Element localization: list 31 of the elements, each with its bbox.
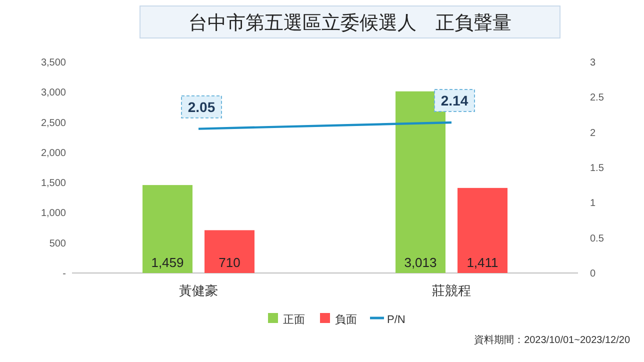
y2-tick-label: 0 [590, 268, 596, 280]
y-tick-label: 1,500 [40, 178, 66, 190]
legend-label: P/N [387, 314, 406, 326]
y2-tick-label: 3 [590, 58, 596, 68]
y2-tick-label: 1 [590, 198, 596, 210]
bar [458, 188, 508, 273]
y-tick-label: 3,000 [40, 88, 66, 99]
data-label: 3,013 [404, 255, 437, 270]
data-label: 1,459 [151, 255, 184, 270]
data-label: 2.05 [188, 98, 216, 115]
bar [204, 230, 254, 273]
data-label: 2.14 [440, 92, 468, 108]
y2-tick-label: 1.5 [590, 163, 604, 174]
legend-label: 正面 [283, 314, 305, 326]
data-label: 710 [218, 255, 240, 270]
chart-title: 台中市第五選區立委候選人 正負聲量 [188, 12, 512, 34]
y-tick-label: 2,500 [40, 118, 66, 129]
bar [142, 185, 192, 273]
y2-tick-label: 2 [590, 128, 596, 139]
y-tick-label: 3,500 [40, 58, 66, 68]
text: 資料期間：2023/10/01~2023/12/20 [474, 334, 630, 346]
y-tick-label: - [62, 268, 66, 280]
data-label: 1,411 [466, 255, 498, 270]
y-tick-label: 1,000 [40, 208, 66, 220]
y-tick-label: 2,000 [40, 148, 66, 159]
x-tick-label: 莊競程 [432, 283, 471, 298]
legend-label: 負面 [335, 314, 357, 326]
y2-tick-label: 0.5 [590, 233, 604, 244]
y-tick-label: 500 [49, 238, 66, 250]
y2-tick-label: 2.5 [590, 92, 604, 104]
x-tick-label: 黃健豪 [179, 283, 218, 298]
